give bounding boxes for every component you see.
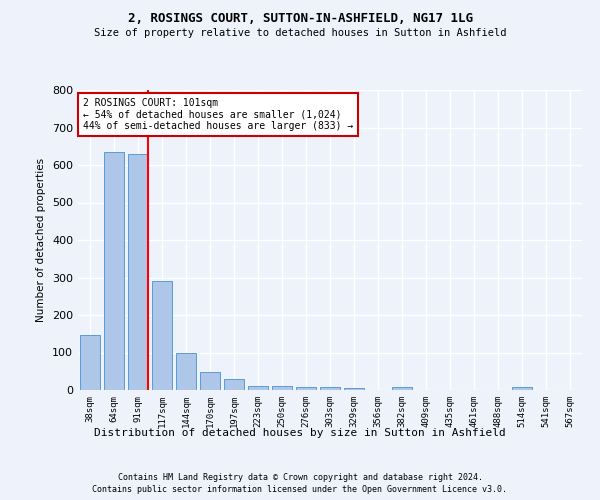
- Text: Contains HM Land Registry data © Crown copyright and database right 2024.: Contains HM Land Registry data © Crown c…: [118, 472, 482, 482]
- Bar: [80, 334, 100, 390]
- Bar: [152, 281, 172, 390]
- Text: 2, ROSINGS COURT, SUTTON-IN-ASHFIELD, NG17 1LG: 2, ROSINGS COURT, SUTTON-IN-ASHFIELD, NG…: [128, 12, 473, 26]
- Bar: [272, 386, 292, 390]
- Text: Contains public sector information licensed under the Open Government Licence v3: Contains public sector information licen…: [92, 485, 508, 494]
- Y-axis label: Number of detached properties: Number of detached properties: [37, 158, 46, 322]
- Bar: [320, 387, 340, 390]
- Text: 2 ROSINGS COURT: 101sqm
← 54% of detached houses are smaller (1,024)
44% of semi: 2 ROSINGS COURT: 101sqm ← 54% of detache…: [83, 98, 353, 130]
- Bar: [128, 154, 148, 390]
- Bar: [392, 387, 412, 390]
- Text: Distribution of detached houses by size in Sutton in Ashfield: Distribution of detached houses by size …: [94, 428, 506, 438]
- Bar: [344, 388, 364, 390]
- Bar: [200, 372, 220, 390]
- Bar: [296, 387, 316, 390]
- Bar: [224, 379, 244, 390]
- Bar: [512, 387, 532, 390]
- Bar: [248, 386, 268, 390]
- Bar: [176, 352, 196, 390]
- Bar: [104, 152, 124, 390]
- Text: Size of property relative to detached houses in Sutton in Ashfield: Size of property relative to detached ho…: [94, 28, 506, 38]
